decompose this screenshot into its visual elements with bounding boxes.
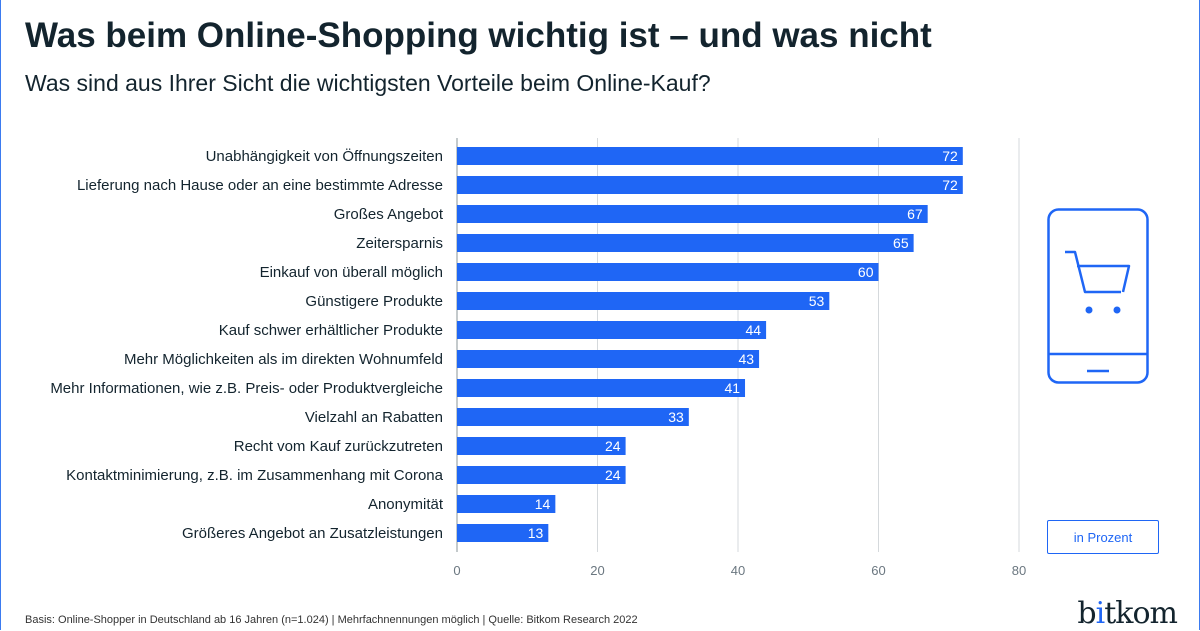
data-label: 24 (605, 467, 621, 483)
category-label: Mehr Informationen, wie z.B. Preis- oder… (50, 380, 443, 397)
category-label: Günstigere Produkte (305, 293, 443, 310)
bar (457, 495, 556, 513)
bar (457, 292, 830, 310)
data-label: 65 (893, 235, 909, 251)
category-label: Anonymität (368, 496, 444, 513)
category-label: Mehr Möglichkeiten als im direkten Wohnu… (124, 351, 443, 368)
bar (457, 379, 746, 397)
data-label: 53 (809, 293, 825, 309)
chart-subtitle: Was sind aus Ihrer Sicht die wichtigsten… (25, 70, 711, 96)
bar (457, 205, 928, 223)
category-label: Großes Angebot (334, 206, 444, 223)
bar (457, 350, 760, 368)
data-label: 60 (858, 264, 874, 280)
x-tick-label: 20 (590, 563, 604, 578)
data-label: 24 (605, 438, 621, 454)
category-label: Kontaktminimierung, z.B. im Zusammenhang… (66, 467, 443, 484)
source-footnote: Basis: Online-Shopper in Deutschland ab … (25, 614, 638, 626)
category-label: Zeitersparnis (356, 235, 443, 252)
category-label: Einkauf von überall möglich (260, 264, 443, 281)
x-tick-label: 80 (1012, 563, 1026, 578)
category-label: Größeres Angebot an Zusatzleistungen (182, 525, 443, 542)
category-label: Lieferung nach Hause oder an eine bestim… (77, 177, 443, 194)
category-label: Kauf schwer erhältlicher Produkte (219, 322, 443, 339)
x-tick-label: 0 (453, 563, 460, 578)
bar (457, 321, 767, 339)
data-label: 14 (535, 496, 551, 512)
data-label: 72 (942, 148, 958, 164)
x-tick-label: 60 (871, 563, 885, 578)
x-tick-label: 40 (731, 563, 745, 578)
bar (457, 263, 879, 281)
bar (457, 466, 626, 484)
data-label: 41 (724, 380, 740, 396)
bar (457, 147, 963, 165)
category-label: Recht vom Kauf zurückzutreten (234, 438, 443, 455)
unit-label: in Prozent (1047, 520, 1159, 554)
bar (457, 176, 963, 194)
smartphone-shopping-cart-icon (1047, 208, 1149, 384)
bar (457, 437, 626, 455)
bar (457, 234, 914, 252)
data-label: 72 (942, 177, 958, 193)
data-label: 43 (738, 351, 754, 367)
bar (457, 408, 689, 426)
bitkom-logo: bitkom (1077, 596, 1178, 631)
category-label: Vielzahl an Rabatten (305, 409, 443, 426)
category-label: Unabhängigkeit von Öffnungszeiten (206, 147, 443, 165)
data-label: 33 (668, 409, 684, 425)
chart-title: Was beim Online-Shopping wichtig ist – u… (25, 16, 932, 55)
data-label: 67 (907, 206, 923, 222)
data-label: 44 (746, 322, 762, 338)
data-label: 13 (528, 525, 544, 541)
bar (457, 524, 549, 542)
